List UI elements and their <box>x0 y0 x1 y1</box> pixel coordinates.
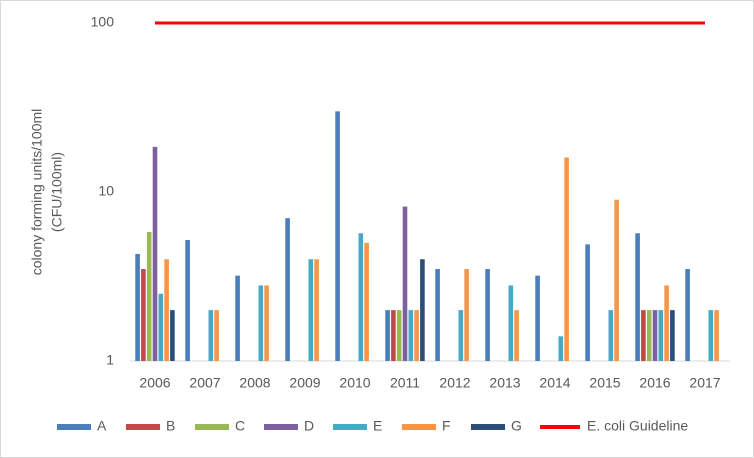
y-tick-label: 1 <box>106 352 114 368</box>
bar <box>258 285 264 361</box>
bar <box>308 259 314 361</box>
legend-label: C <box>235 418 245 434</box>
bar <box>364 242 369 361</box>
x-tick-label: 2015 <box>589 375 620 391</box>
legend-swatch <box>333 424 367 430</box>
bar <box>164 259 169 361</box>
legend-swatch <box>402 424 436 430</box>
legend-label: B <box>166 418 175 434</box>
y-axis-label: (CFU/100ml) <box>49 152 65 232</box>
bar <box>485 269 490 361</box>
bar <box>564 157 569 361</box>
legend-label: E. coli Guideline <box>587 418 688 434</box>
bar <box>652 310 658 361</box>
legend-swatch <box>57 424 91 430</box>
bar <box>235 275 240 361</box>
legend-swatch <box>195 424 229 430</box>
bar <box>285 218 290 361</box>
bar <box>146 231 152 361</box>
x-tick-label: 2014 <box>539 375 570 391</box>
bar <box>414 310 419 361</box>
bar <box>514 310 519 361</box>
y-tick-label: 10 <box>98 183 114 199</box>
bar <box>185 239 190 361</box>
y-tick-label: 100 <box>91 14 115 30</box>
bar <box>646 310 652 361</box>
legend-label: A <box>97 418 107 434</box>
bar <box>641 310 646 361</box>
bar <box>208 310 214 361</box>
legend-swatch <box>126 424 160 430</box>
bar <box>635 233 640 361</box>
bar <box>664 285 669 361</box>
bar <box>152 146 158 361</box>
bar <box>614 199 619 361</box>
bar <box>135 253 140 361</box>
bar <box>585 244 590 361</box>
bar <box>464 269 469 361</box>
bar <box>558 336 564 361</box>
bar <box>396 310 402 361</box>
bar <box>535 275 540 361</box>
bar <box>141 269 146 361</box>
bar <box>685 269 690 361</box>
x-tick-label: 2011 <box>390 375 420 391</box>
bar <box>608 310 614 361</box>
legend-label: D <box>304 418 314 434</box>
bar <box>402 206 408 361</box>
bar <box>458 310 464 361</box>
bar <box>391 310 396 361</box>
bar <box>658 310 664 361</box>
bar <box>170 310 175 361</box>
x-tick-label: 2008 <box>239 375 270 391</box>
bar <box>264 285 269 361</box>
bar <box>408 310 414 361</box>
bar <box>670 310 675 361</box>
bar <box>314 259 319 361</box>
legend-swatch <box>264 424 298 430</box>
bar <box>385 310 390 361</box>
bar <box>214 310 219 361</box>
x-tick-label: 2010 <box>339 375 370 391</box>
bar <box>158 293 164 361</box>
bar <box>508 285 514 361</box>
legend-swatch <box>471 424 505 430</box>
x-tick-label: 2007 <box>189 375 220 391</box>
legend-label: E <box>373 418 382 434</box>
x-tick-label: 2009 <box>289 375 320 391</box>
x-tick-label: 2012 <box>439 375 470 391</box>
y-axis-label: colony forming units/100ml <box>29 109 45 276</box>
x-tick-label: 2006 <box>139 375 170 391</box>
x-tick-label: 2013 <box>489 375 520 391</box>
bar <box>358 233 364 361</box>
x-tick-label: 2017 <box>689 375 720 391</box>
bar <box>435 269 440 361</box>
legend-label: G <box>511 418 522 434</box>
bar <box>714 310 719 361</box>
bar <box>708 310 714 361</box>
legend-label: F <box>442 418 451 434</box>
bar <box>420 259 425 361</box>
x-tick-label: 2016 <box>639 375 670 391</box>
bar <box>335 111 340 361</box>
